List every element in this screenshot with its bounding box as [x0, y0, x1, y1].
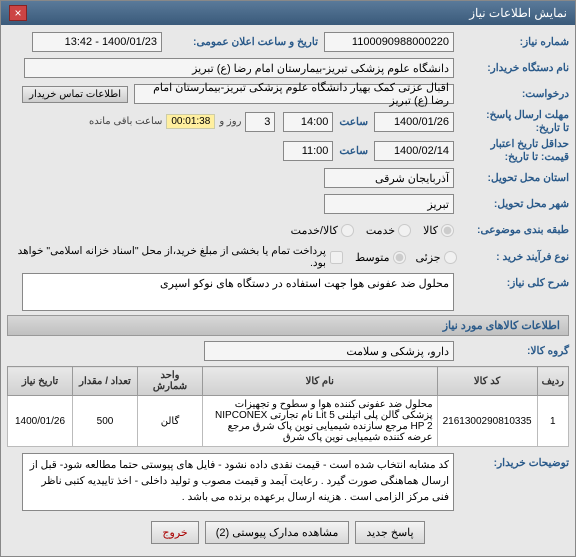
deadline-label: مهلت ارسال پاسخ: تا تاریخ: [454, 109, 569, 134]
process-low-radio [444, 251, 457, 264]
group-field: دارو، پزشکی و سلامت [204, 341, 454, 361]
process-mid-radio [393, 251, 406, 264]
process-label: نوع فرآیند خرید : [457, 251, 569, 263]
desc-textarea[interactable] [22, 273, 454, 311]
days-label: روز و [219, 116, 241, 127]
footer: پاسخ جدید مشاهده مدارک پیوستی (2) خروج [7, 515, 569, 550]
budget-both-radio [341, 224, 354, 237]
cell-name: محلول ضد عفونی کننده هوا و سطوح و تجهیزا… [203, 396, 438, 447]
remain-label: ساعت باقی مانده [89, 116, 162, 127]
items-section-header: اطلاعات کالاهای مورد نیاز [7, 315, 569, 336]
budget-goods-option[interactable]: کالا [423, 224, 454, 237]
treasury-checkbox[interactable] [330, 251, 343, 264]
attachments-button[interactable]: مشاهده مدارک پیوستی (2) [205, 521, 350, 544]
validity-date: 1400/02/14 [374, 141, 454, 161]
table-header-row: ردیف کد کالا نام کالا واحد شمارش تعداد /… [8, 367, 569, 396]
cell-unit: گالن [138, 396, 203, 447]
th-unit: واحد شمارش [138, 367, 203, 396]
cell-date: 1400/01/26 [8, 396, 73, 447]
request-field: اقبال عزتی کمک بهیار دانشگاه علوم پزشکی … [134, 84, 454, 104]
items-table: ردیف کد کالا نام کالا واحد شمارش تعداد /… [7, 366, 569, 447]
remarks-box: کد مشابه انتخاب شده است - قیمت نقدی داده… [22, 453, 454, 510]
cell-qty: 500 [73, 396, 138, 447]
buyer-contact-button[interactable]: اطلاعات تماس خریدار [22, 86, 128, 103]
cell-idx: 1 [537, 396, 568, 447]
window: نمایش اطلاعات نیاز × شماره نیاز: 1100090… [0, 0, 576, 557]
announce-label: تاریخ و ساعت اعلان عمومی: [168, 36, 318, 48]
budget-both-option[interactable]: کالا/خدمت [291, 224, 354, 237]
validity-label: حداقل تاریخ اعتبار قیمت: تا تاریخ: [454, 138, 569, 163]
treasury-note-text: پرداخت تمام یا بخشی از مبلغ خرید،از محل … [7, 245, 326, 269]
budget-service-option[interactable]: خدمت [366, 224, 411, 237]
city-field: تبریز [324, 194, 454, 214]
th-name: نام کالا [203, 367, 438, 396]
window-title: نمایش اطلاعات نیاز [469, 6, 567, 20]
cell-code: 2161300290810335 [437, 396, 537, 447]
table-row[interactable]: 1 2161300290810335 محلول ضد عفونی کننده … [8, 396, 569, 447]
city-label: شهر محل تحویل: [454, 198, 569, 210]
need-no-field: 1100090988000220 [324, 32, 454, 52]
content: شماره نیاز: 1100090988000220 تاریخ و ساع… [1, 25, 575, 556]
province-field: آذربایجان شرقی [324, 168, 454, 188]
process-low-option[interactable]: جزئی [416, 251, 457, 264]
treasury-note-row: پرداخت تمام یا بخشی از مبلغ خرید،از محل … [7, 245, 343, 269]
countdown-timer: 00:01:38 [166, 114, 215, 129]
validity-time: 11:00 [283, 141, 333, 161]
th-qty: تعداد / مقدار [73, 367, 138, 396]
exit-button[interactable]: خروج [151, 521, 198, 544]
deadline-date: 1400/01/26 [374, 112, 454, 132]
th-date: تاریخ نیاز [8, 367, 73, 396]
process-radio-group: جزئی متوسط [355, 251, 457, 264]
deadline-days: 3 [245, 112, 275, 132]
budget-radio-group: کالا خدمت کالا/خدمت [291, 224, 454, 237]
buyer-org-label: نام دستگاه خریدار: [454, 62, 569, 74]
buyer-org-field: دانشگاه علوم پزشکی تبریز-بیمارستان امام … [24, 58, 454, 78]
titlebar: نمایش اطلاعات نیاز × [1, 1, 575, 25]
budget-service-radio [398, 224, 411, 237]
group-label: گروه کالا: [454, 345, 569, 357]
th-idx: ردیف [537, 367, 568, 396]
budget-goods-radio [441, 224, 454, 237]
budget-label: طبقه بندی موضوعی: [454, 224, 569, 236]
announce-field: 1400/01/23 - 13:42 [32, 32, 162, 52]
deadline-time: 14:00 [283, 112, 333, 132]
validity-time-label: ساعت [339, 145, 368, 157]
request-label: درخواست: [454, 88, 569, 100]
new-answer-button[interactable]: پاسخ جدید [355, 521, 424, 544]
remarks-label: توضیحات خریدار: [454, 453, 569, 469]
close-icon[interactable]: × [9, 5, 27, 21]
desc-label: شرح کلی نیاز: [454, 273, 569, 289]
need-no-label: شماره نیاز: [454, 36, 569, 48]
deadline-time-label: ساعت [339, 116, 368, 128]
province-label: استان محل تحویل: [454, 172, 569, 184]
process-mid-option[interactable]: متوسط [355, 251, 406, 264]
th-code: کد کالا [437, 367, 537, 396]
